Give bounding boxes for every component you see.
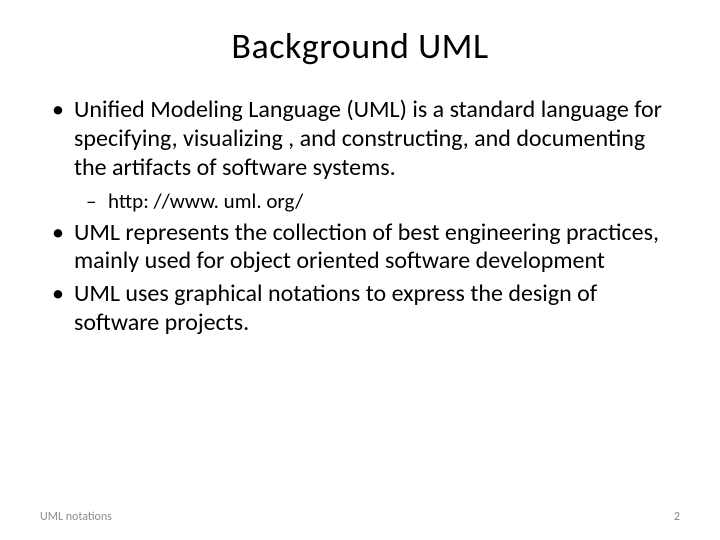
sub-bullet-item-1: http: //www. uml. org/ <box>86 188 680 214</box>
sub-bullet-list-1: http: //www. uml. org/ <box>74 188 680 214</box>
bullet-item-1: Unified Modeling Language (UML) is a sta… <box>48 96 680 215</box>
bullet-text-1: Unified Modeling Language (UML) is a sta… <box>74 95 662 182</box>
bullet-item-3: UML uses graphical notations to express … <box>48 280 680 338</box>
slide-container: Background UML Unified Modeling Language… <box>0 0 720 540</box>
bullet-text-3: UML uses graphical notations to express … <box>74 279 597 337</box>
slide-content: Unified Modeling Language (UML) is a sta… <box>40 96 680 338</box>
bullet-item-2: UML represents the collection of best en… <box>48 219 680 277</box>
page-number: 2 <box>674 510 680 524</box>
sub-bullet-text-1: http: //www. uml. org/ <box>108 188 303 214</box>
footer-left-text: UML notations <box>40 510 112 524</box>
bullet-text-2: UML represents the collection of best en… <box>74 218 659 276</box>
bullet-list: Unified Modeling Language (UML) is a sta… <box>48 96 680 338</box>
slide-title: Background UML <box>40 24 680 68</box>
